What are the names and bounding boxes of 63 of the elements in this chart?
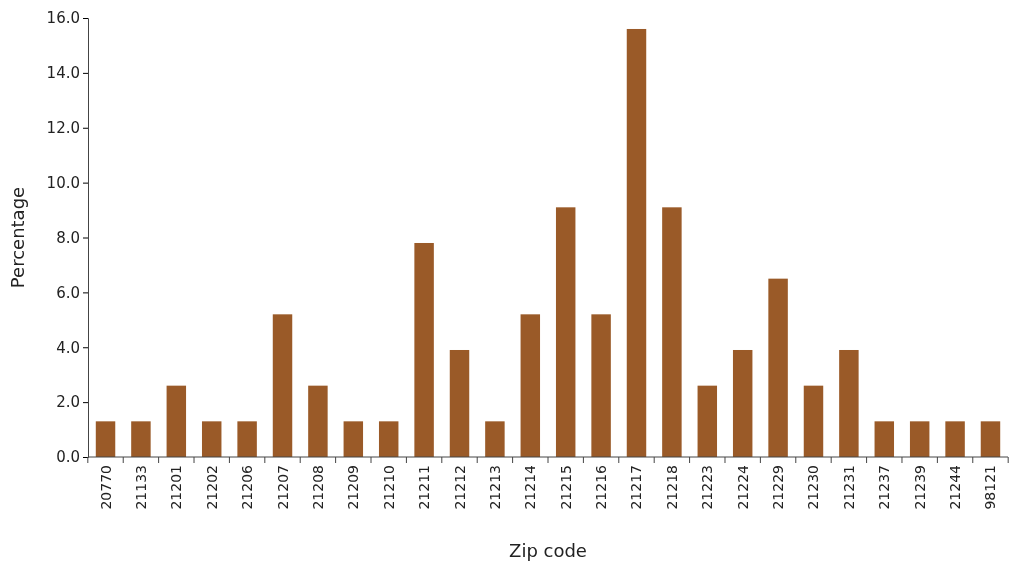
bar <box>166 385 187 457</box>
x-tick-label: 21210 <box>380 465 397 510</box>
x-tick-label: 21214 <box>522 464 539 510</box>
bar <box>131 421 151 457</box>
bar <box>308 385 328 457</box>
x-tick-label: 21202 <box>203 465 220 510</box>
x-tick-label: 21212 <box>451 465 468 510</box>
x-tick-label: 21201 <box>168 465 185 510</box>
bar <box>520 314 541 457</box>
y-axis-title: Percentage <box>7 186 28 289</box>
x-tick-label: 21209 <box>345 465 362 510</box>
x-tick-label: 21218 <box>663 465 680 510</box>
bar <box>378 421 399 457</box>
x-tick-label: 21206 <box>239 464 256 510</box>
bar <box>874 421 895 457</box>
x-tick-label: 21230 <box>805 465 822 510</box>
x-tick-label: 21207 <box>274 465 291 510</box>
y-tick-label: 4.0 <box>56 338 80 357</box>
y-tick-label: 16.0 <box>46 9 80 28</box>
bar <box>768 278 788 457</box>
x-tick-label: 21229 <box>770 465 787 510</box>
bar <box>237 421 257 457</box>
bar <box>414 242 434 457</box>
x-tick-label: 21211 <box>416 465 433 510</box>
x-tick-label: 21239 <box>911 465 928 510</box>
bar <box>272 314 293 457</box>
x-tick-label: 20770 <box>97 465 114 510</box>
x-tick-label: 21237 <box>876 465 893 510</box>
x-tick-label: 21244 <box>947 464 964 510</box>
bar <box>662 207 682 457</box>
bar <box>626 28 647 457</box>
bar <box>449 349 470 457</box>
x-tick-label: 21216 <box>593 464 610 510</box>
y-tick-label: 14.0 <box>46 64 80 83</box>
y-tick-label: 0.0 <box>56 448 80 467</box>
x-tick-label: 21217 <box>628 465 645 510</box>
bar <box>343 421 364 457</box>
bar <box>697 385 718 457</box>
bar <box>945 421 965 457</box>
y-tick-label: 8.0 <box>56 228 80 247</box>
x-tick-label: 98121 <box>982 465 999 510</box>
y-tick-label: 12.0 <box>46 119 80 138</box>
bar <box>201 421 222 457</box>
bar <box>555 207 576 457</box>
x-tick-label: 21208 <box>309 465 326 510</box>
x-tick-label: 21231 <box>840 465 857 510</box>
bar <box>591 314 611 457</box>
bar <box>485 421 505 457</box>
bar <box>909 421 930 457</box>
x-tick-label: 21213 <box>486 465 503 510</box>
x-tick-label: 21133 <box>132 465 149 510</box>
bar <box>803 385 824 457</box>
bar <box>839 349 859 457</box>
bar <box>732 349 753 457</box>
bar <box>95 421 116 457</box>
x-axis-title: Zip code <box>509 540 587 561</box>
y-tick-label: 2.0 <box>56 393 80 412</box>
x-tick-label: 21224 <box>734 464 751 510</box>
x-tick-label: 21223 <box>699 465 716 510</box>
bar <box>980 421 1001 457</box>
y-tick-label: 10.0 <box>46 173 80 192</box>
y-tick-label: 6.0 <box>56 283 80 302</box>
x-tick-label: 21215 <box>557 465 574 510</box>
